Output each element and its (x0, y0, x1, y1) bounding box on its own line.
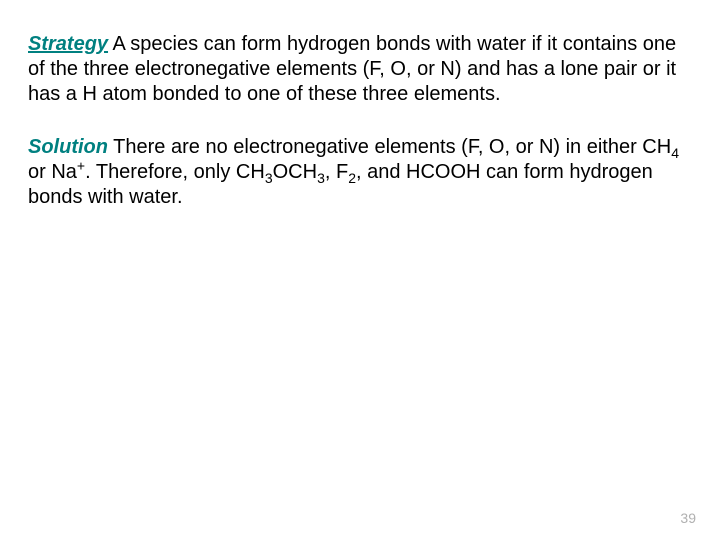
solution-text-2: or Na (28, 161, 77, 183)
solution-sup-1: + (77, 157, 85, 173)
solution-sub-4: 2 (348, 170, 356, 186)
solution-text-4: OCH (273, 161, 317, 183)
solution-paragraph: Solution There are no electronegative el… (28, 135, 692, 210)
solution-text-3: . Therefore, only CH (85, 161, 265, 183)
strategy-text: A species can form hydrogen bonds with w… (28, 33, 676, 105)
solution-sub-3: 3 (317, 170, 325, 186)
solution-sub-1: 4 (671, 145, 679, 161)
page-number: 39 (680, 510, 696, 526)
strategy-paragraph: Strategy A species can form hydrogen bon… (28, 32, 692, 107)
solution-text-1: There are no electronegative elements (F… (108, 136, 671, 158)
strategy-label: Strategy (28, 33, 108, 55)
slide: Strategy A species can form hydrogen bon… (0, 0, 720, 540)
solution-text-5: , F (325, 161, 348, 183)
solution-label: Solution (28, 136, 108, 158)
solution-sub-2: 3 (265, 170, 273, 186)
